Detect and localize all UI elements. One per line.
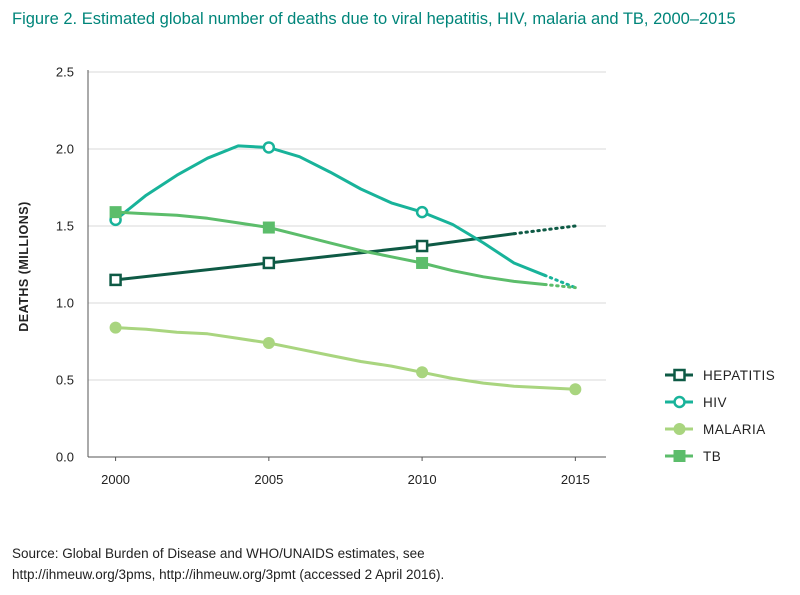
source-line-1: Source: Global Burden of Disease and WHO… — [12, 546, 425, 561]
series-projection-tb — [543, 283, 577, 290]
legend-label-tb: TB — [703, 449, 721, 464]
data-point-tb-2000 — [109, 206, 122, 219]
data-point-hepatitis-2010 — [415, 239, 429, 253]
x-tick-label: 2010 — [408, 472, 437, 487]
x-tick-label: 2005 — [254, 472, 283, 487]
series-line-hepatitis — [114, 232, 516, 282]
y-tick-label: 1.0 — [56, 296, 74, 311]
y-tick-label: 2.0 — [56, 142, 74, 157]
data-point-tb-2010 — [416, 256, 429, 269]
legend-label-hepatitis: HEPATITIS — [703, 368, 775, 383]
series-projection-hiv — [543, 273, 577, 290]
y-tick-label: 0.5 — [56, 373, 74, 388]
source-line-2: http://ihmeuw.org/3pms, http://ihmeuw.or… — [12, 567, 445, 582]
chart-title: Figure 2. Estimated global number of dea… — [12, 10, 736, 28]
data-point-malaria-2000 — [109, 321, 122, 334]
data-point-hepatitis-2005 — [262, 256, 276, 270]
y-tick-label: 0.0 — [56, 450, 74, 465]
legend-label-hiv: HIV — [703, 395, 727, 410]
y-tick-label: 1.5 — [56, 219, 74, 234]
x-tick-label: 2000 — [101, 472, 130, 487]
data-point-tb-2005 — [262, 221, 275, 234]
axes: 0.0 0.5 1.0 1.5 2.0 2.5 2000 2005 2010 2015 DEATHS… — [17, 65, 606, 487]
legend-marker-hiv — [673, 395, 686, 409]
series-line-malaria — [114, 326, 577, 391]
data-point-hiv-2010 — [415, 205, 429, 219]
x-tick-label: 2015 — [561, 472, 590, 487]
data-point-malaria-2005 — [262, 337, 275, 350]
y-axis-label: DEATHS (MILLIONS) — [17, 201, 31, 331]
series — [109, 141, 582, 396]
source-note: Source: Global Burden of Disease and WHO… — [12, 543, 444, 585]
legend-marker-hepatitis — [673, 368, 686, 382]
legend: HEPATITIS HIV MALARIA TB — [665, 368, 775, 464]
legend-marker-malaria — [673, 423, 686, 435]
gridlines — [88, 71, 606, 381]
series-line-hiv — [114, 144, 547, 277]
legend-label-malaria: MALARIA — [703, 422, 766, 437]
series-line-tb — [114, 210, 547, 286]
data-point-malaria-2015 — [569, 383, 582, 396]
series-projection-hepatitis — [512, 224, 577, 236]
legend-marker-tb — [673, 450, 686, 462]
data-point-hiv-2005 — [262, 141, 276, 154]
y-tick-label: 2.5 — [56, 65, 74, 80]
data-point-malaria-2010 — [416, 366, 429, 379]
data-point-hepatitis-2000 — [109, 273, 122, 287]
